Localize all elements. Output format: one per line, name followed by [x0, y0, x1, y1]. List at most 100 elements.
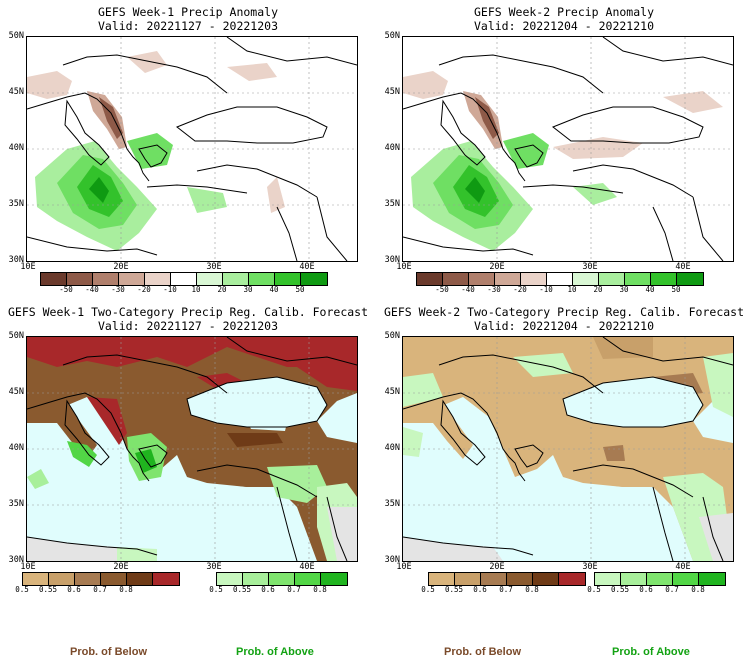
- lat-label: 45N: [384, 87, 400, 97]
- colorbar-tick: 0.55: [610, 585, 630, 594]
- above-colorbar: [216, 572, 348, 586]
- probability-map: [402, 336, 734, 562]
- lon-label: 40E: [675, 262, 691, 272]
- below-colorbar: [428, 572, 586, 586]
- lat-label: 45N: [384, 387, 400, 397]
- lon-label: 40E: [675, 562, 691, 572]
- colorbar-tick: 0.5: [209, 585, 223, 594]
- colorbar-tick: 40: [645, 285, 655, 294]
- lon-label: 20E: [489, 562, 505, 572]
- panel-week2-probability: GEFS Week-2 Two-Category Precip Reg. Cal…: [376, 300, 752, 631]
- panel-week1-anomaly: GEFS Week-1 Precip Anomaly Valid: 202211…: [0, 0, 376, 331]
- anomaly-colorbar: [416, 272, 704, 286]
- colorbar-tick: -50: [59, 285, 73, 294]
- below-legend-label: Prob. of Below: [70, 646, 147, 658]
- panel-title: GEFS Week-1 Precip Anomaly: [97, 5, 278, 19]
- colorbar-tick: -20: [137, 285, 151, 294]
- colorbar-tick: 0.6: [67, 585, 81, 594]
- lon-label: 40E: [299, 262, 315, 272]
- colorbar-tick: 10: [567, 285, 577, 294]
- colorbar-tick: 0.6: [261, 585, 275, 594]
- colorbar-tick: 0.7: [287, 585, 301, 594]
- lat-label: 30N: [384, 255, 400, 265]
- colorbar-tick: 40: [269, 285, 279, 294]
- colorbar-tick: 0.7: [665, 585, 679, 594]
- panel-week2-anomaly: GEFS Week-2 Precip Anomaly Valid: 202212…: [376, 0, 752, 331]
- colorbar-tick: 0.8: [691, 585, 705, 594]
- above-legend-label: Prob. of Above: [236, 646, 314, 658]
- colorbar-tick: 0.55: [38, 585, 58, 594]
- lat-label: 50N: [8, 31, 24, 41]
- lat-label: 30N: [384, 555, 400, 565]
- colorbar-tick: 0.6: [473, 585, 487, 594]
- colorbar-tick: -40: [461, 285, 475, 294]
- lat-label: 35N: [384, 499, 400, 509]
- lon-label: 30E: [206, 562, 222, 572]
- lat-label: 30N: [8, 555, 24, 565]
- colorbar-tick: 20: [217, 285, 227, 294]
- panel-valid-dates: Valid: 20221127 - 20221203: [97, 19, 278, 33]
- lat-label: 40N: [384, 143, 400, 153]
- colorbar-tick: -30: [487, 285, 501, 294]
- panel-title: GEFS Week-2 Precip Anomaly: [473, 5, 654, 19]
- colorbar-tick: 30: [619, 285, 629, 294]
- colorbar-tick: 0.7: [499, 585, 513, 594]
- anomaly-colorbar: [40, 272, 328, 286]
- colorbar-tick: 50: [671, 285, 681, 294]
- below-colorbar: [22, 572, 180, 586]
- lat-label: 50N: [8, 331, 24, 341]
- above-legend-label: Prob. of Above: [612, 646, 690, 658]
- colorbar-tick: 0.8: [313, 585, 327, 594]
- lat-label: 30N: [8, 255, 24, 265]
- lat-label: 40N: [8, 143, 24, 153]
- lat-label: 45N: [8, 387, 24, 397]
- lon-label: 20E: [113, 262, 129, 272]
- colorbar-tick: -10: [163, 285, 177, 294]
- lat-label: 45N: [8, 87, 24, 97]
- lon-label: 20E: [113, 562, 129, 572]
- lat-label: 40N: [384, 443, 400, 453]
- colorbar-tick: 20: [593, 285, 603, 294]
- panel-title: GEFS Week-1 Two-Category Precip Reg. Cal…: [7, 305, 369, 319]
- lon-label: 40E: [299, 562, 315, 572]
- colorbar-tick: -30: [111, 285, 125, 294]
- colorbar-tick: 0.7: [93, 585, 107, 594]
- lon-label: 30E: [206, 262, 222, 272]
- lat-label: 50N: [384, 331, 400, 341]
- colorbar-tick: -40: [85, 285, 99, 294]
- colorbar-tick: 0.8: [525, 585, 539, 594]
- lon-label: 20E: [489, 262, 505, 272]
- lon-label: 10E: [20, 262, 36, 272]
- below-legend-label: Prob. of Below: [444, 646, 521, 658]
- colorbar-tick: 30: [243, 285, 253, 294]
- colorbar-tick: -50: [435, 285, 449, 294]
- colorbar-tick: 0.55: [232, 585, 252, 594]
- probability-map: [26, 336, 358, 562]
- colorbar-tick: 50: [295, 285, 305, 294]
- colorbar-tick: 0.5: [587, 585, 601, 594]
- lat-label: 35N: [8, 199, 24, 209]
- panel-valid-dates: Valid: 20221204 - 20221210: [473, 19, 654, 33]
- panel-title: GEFS Week-2 Two-Category Precip Reg. Cal…: [383, 305, 745, 319]
- anomaly-map: [26, 36, 358, 262]
- lat-label: 35N: [384, 199, 400, 209]
- panel-valid-dates: Valid: 20221127 - 20221203: [97, 319, 278, 333]
- colorbar-tick: 0.6: [639, 585, 653, 594]
- lon-label: 10E: [20, 562, 36, 572]
- lat-label: 35N: [8, 499, 24, 509]
- colorbar-tick: 0.5: [15, 585, 29, 594]
- lon-label: 30E: [582, 262, 598, 272]
- colorbar-tick: 0.5: [421, 585, 435, 594]
- lon-label: 10E: [396, 262, 412, 272]
- colorbar-tick: -10: [539, 285, 553, 294]
- lat-label: 50N: [384, 31, 400, 41]
- panel-valid-dates: Valid: 20221204 - 20221210: [473, 319, 654, 333]
- lat-label: 40N: [8, 443, 24, 453]
- lon-label: 10E: [396, 562, 412, 572]
- anomaly-map: [402, 36, 734, 262]
- colorbar-tick: 0.55: [444, 585, 464, 594]
- above-colorbar: [594, 572, 726, 586]
- colorbar-tick: 0.8: [119, 585, 133, 594]
- colorbar-tick: -20: [513, 285, 527, 294]
- colorbar-tick: 10: [191, 285, 201, 294]
